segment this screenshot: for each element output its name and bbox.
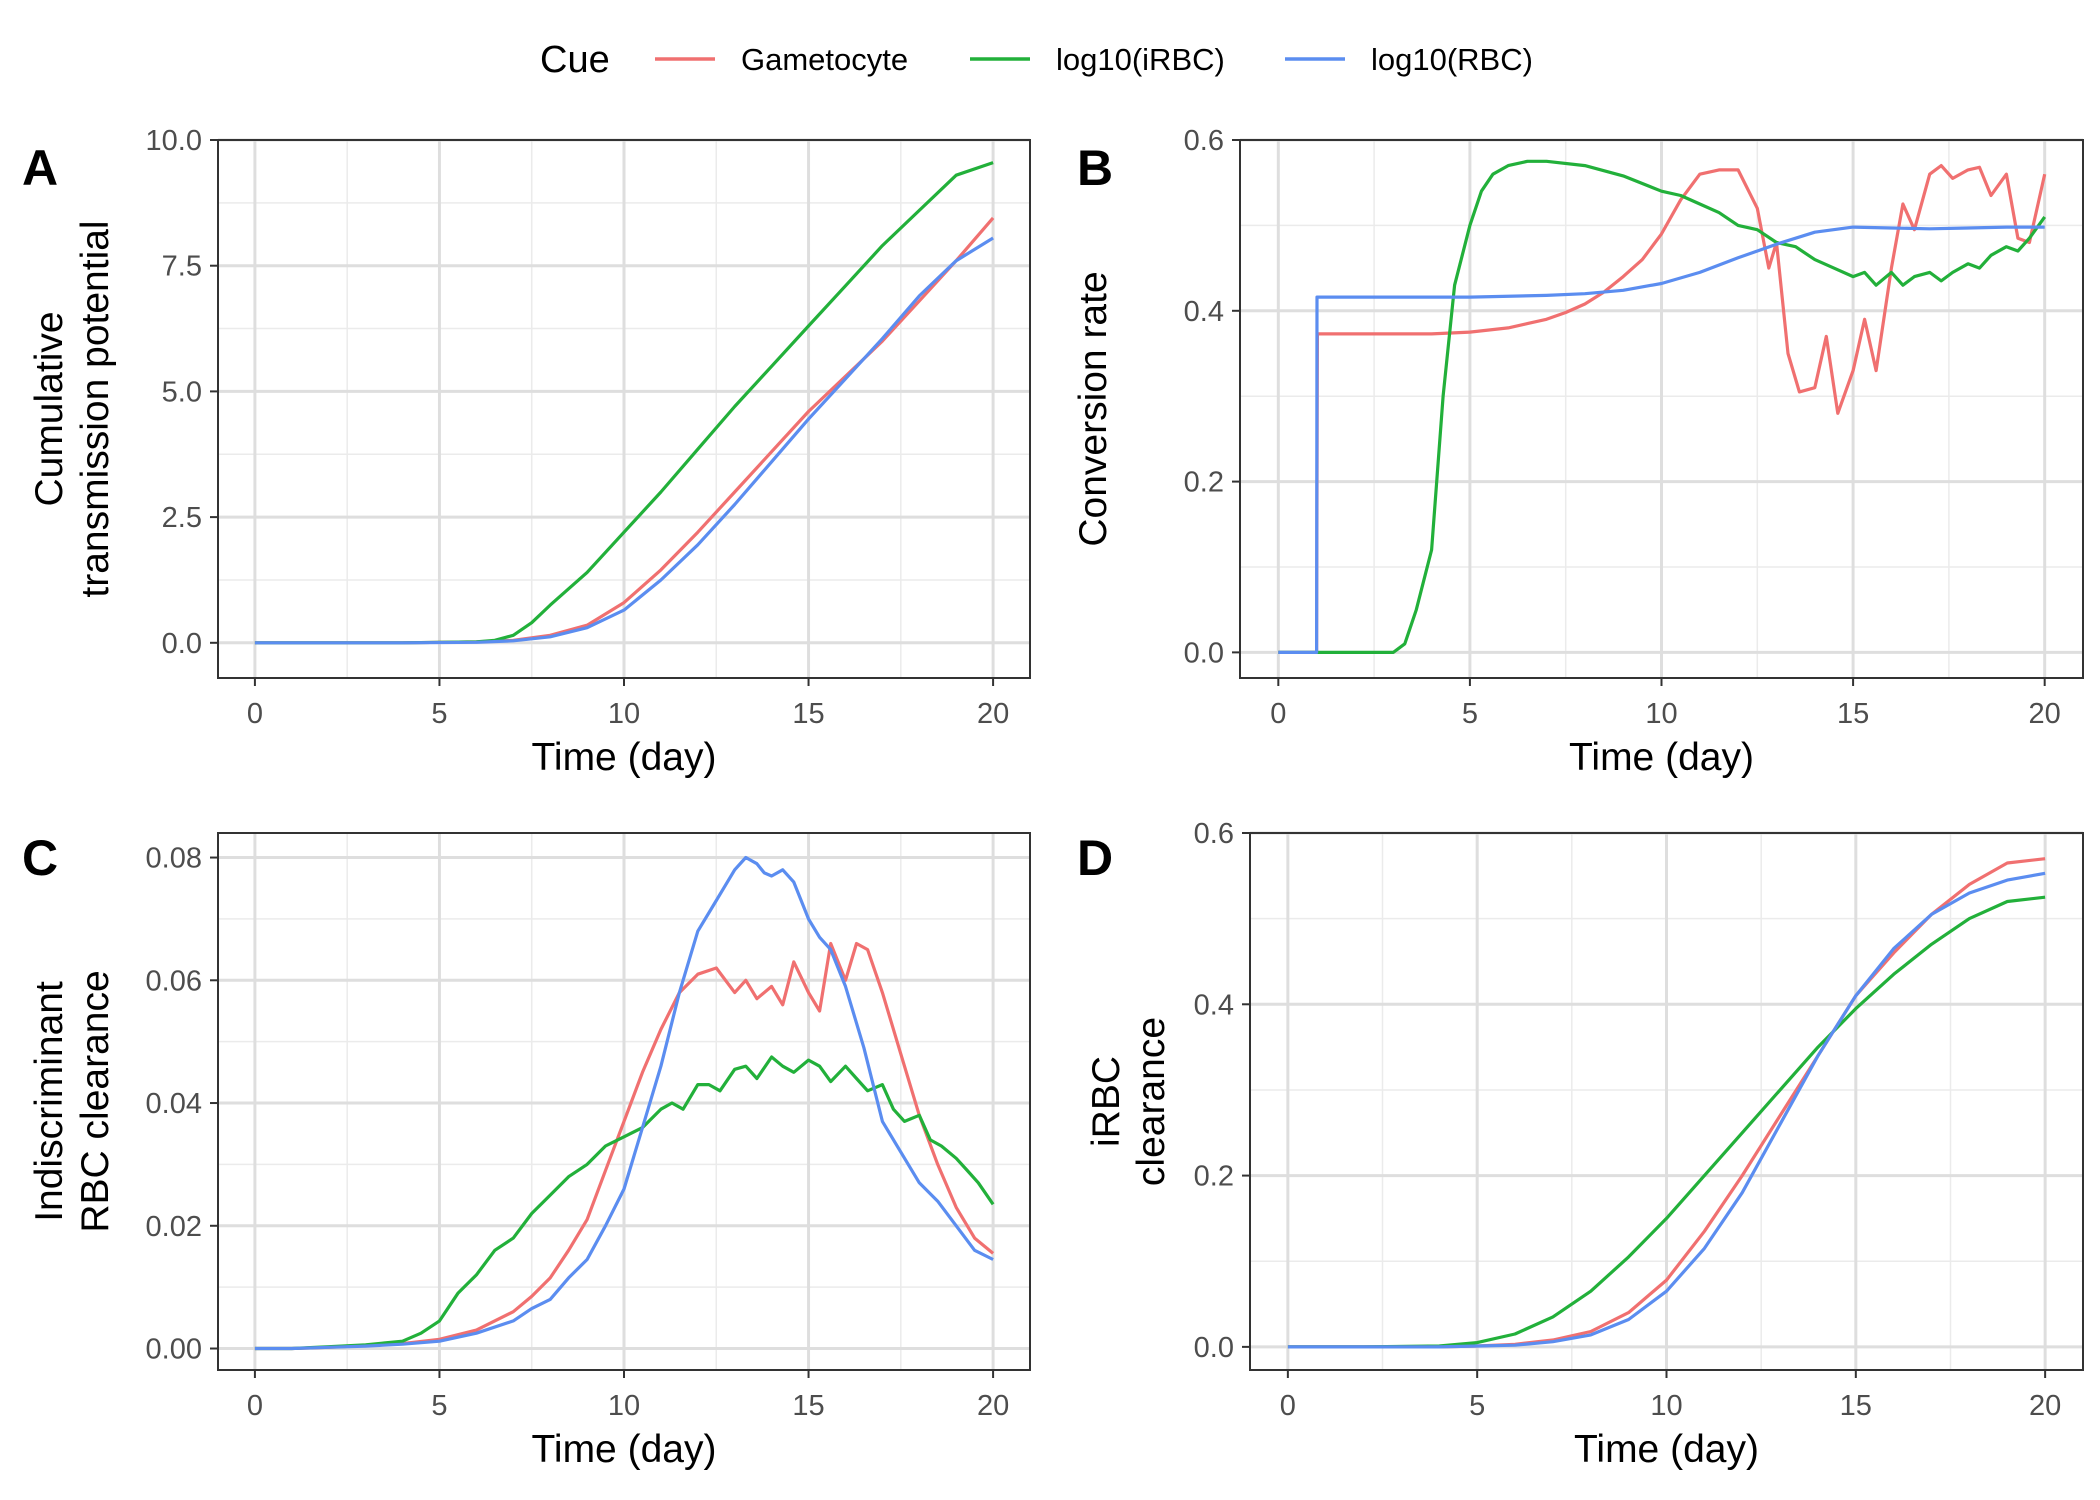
y-tick-label: 0.00 <box>146 1334 202 1366</box>
panels: 0 5 10 15 20 0.0 2.5 5.0 7.5 10.0 Time (day) Cumula… <box>22 125 2084 1471</box>
legend-label-2: log10(iRBC) <box>1056 42 1225 77</box>
y-tick-label: 0.06 <box>146 965 202 997</box>
panel-tag: A <box>22 140 58 196</box>
y-tick-label: 0.02 <box>146 1211 202 1243</box>
x-tick-label: 10 <box>1650 1390 1682 1422</box>
y-tick-label: 10.0 <box>146 125 202 157</box>
x-axis-label: Time (day) <box>1574 1428 1759 1471</box>
x-tick-label: 20 <box>2029 698 2061 730</box>
x-tick-label: 5 <box>431 698 447 730</box>
x-axis-label: Time (day) <box>532 736 717 779</box>
panel-tag: B <box>1077 140 1113 196</box>
series-line-log10-irbc- <box>254 1055 995 1351</box>
panel-D: 0 5 10 15 20 0.0 0.2 0.4 0.6 Time (day) iRBC cleara… <box>1077 818 2084 1471</box>
legend-items: Gametocyte log10(iRBC) log10(RBC) <box>655 42 1533 77</box>
legend-label-1: Gametocyte <box>741 42 908 77</box>
series-line-log10-irbc- <box>1287 895 2046 1349</box>
x-tick-label: 0 <box>247 1390 263 1422</box>
series-line-log10-rbc- <box>1287 871 2046 1349</box>
x-tick-label: 15 <box>1840 1390 1872 1422</box>
y-tick-label: 0.6 <box>1194 818 1234 850</box>
x-tick-label: 5 <box>1462 698 1478 730</box>
y-tick-label: 0.0 <box>162 628 202 660</box>
y-axis-label: clearance <box>1130 1017 1173 1186</box>
series-line-log10-rbc- <box>254 855 994 1351</box>
x-tick-label: 20 <box>977 1390 1009 1422</box>
legend-title: Cue <box>540 39 610 81</box>
y-axis-label: Indiscriminant <box>28 981 71 1222</box>
y-tick-label: 0.2 <box>1184 467 1224 499</box>
legend: Cue Gametocyte log10(iRBC) log10(RBC) <box>540 39 1533 81</box>
x-tick-label: 20 <box>2029 1390 2061 1422</box>
series-line-log10-rbc- <box>1278 225 2045 654</box>
y-tick-label: 0.4 <box>1184 296 1224 328</box>
y-axis-label: transmission potential <box>74 220 117 597</box>
y-tick-label: 0.2 <box>1194 1161 1234 1193</box>
x-axis-label: Time (day) <box>1569 736 1754 779</box>
x-tick-label: 5 <box>1469 1390 1485 1422</box>
y-tick-label: 0.04 <box>146 1088 202 1120</box>
x-tick-label: 15 <box>1837 698 1869 730</box>
x-tick-label: 0 <box>247 698 263 730</box>
panel-C: 0 5 10 15 20 0.00 0.02 0.04 0.06 0.08 Time (day) In… <box>22 830 1031 1471</box>
y-axis-label: iRBC <box>1085 1056 1128 1147</box>
panel-tag: D <box>1077 830 1113 886</box>
series-line-log10-irbc- <box>1278 159 2046 654</box>
panel-tag: C <box>22 830 58 886</box>
y-axis-label: RBC clearance <box>74 970 117 1232</box>
x-tick-label: 15 <box>792 698 824 730</box>
x-tick-label: 10 <box>1645 698 1677 730</box>
series-line-log10-rbc- <box>254 236 994 645</box>
x-tick-label: 0 <box>1280 1390 1296 1422</box>
x-tick-label: 10 <box>608 1390 640 1422</box>
series-line-gametocyte <box>254 941 995 1351</box>
y-tick-label: 0.6 <box>1184 125 1224 157</box>
panel-B: 0 5 10 15 20 0.0 0.2 0.4 0.6 Time (day) Conversion… <box>1072 125 2084 779</box>
x-tick-label: 10 <box>608 698 640 730</box>
x-tick-label: 5 <box>431 1390 447 1422</box>
x-tick-label: 20 <box>977 698 1009 730</box>
y-tick-label: 7.5 <box>162 251 202 283</box>
x-tick-label: 15 <box>792 1390 824 1422</box>
y-tick-label: 0.0 <box>1184 637 1224 669</box>
y-tick-label: 5.0 <box>162 376 202 408</box>
panel-A: 0 5 10 15 20 0.0 2.5 5.0 7.5 10.0 Time (day) Cumula… <box>22 125 1031 779</box>
y-tick-label: 2.5 <box>162 502 202 534</box>
x-axis-label: Time (day) <box>532 1428 717 1471</box>
legend-label-3: log10(RBC) <box>1371 42 1533 77</box>
y-tick-label: 0.0 <box>1194 1332 1234 1364</box>
y-tick-label: 0.4 <box>1194 989 1234 1021</box>
x-tick-label: 0 <box>1270 698 1286 730</box>
y-axis-label: Conversion rate <box>1072 271 1115 546</box>
y-axis-label: Cumulative <box>28 311 71 506</box>
y-tick-label: 0.08 <box>146 843 202 875</box>
